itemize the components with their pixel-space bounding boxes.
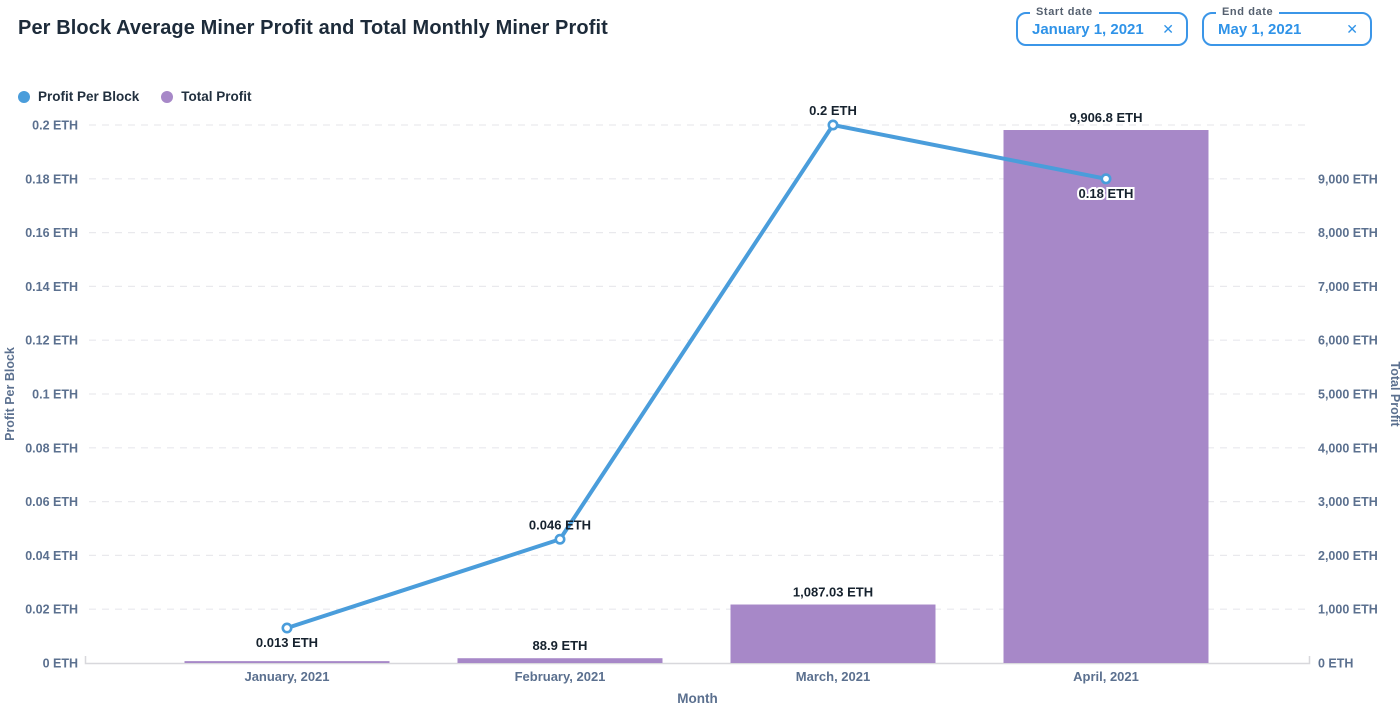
bar-value-label: 88.9 ETH xyxy=(533,638,588,653)
left-axis-tick: 0.06 ETH xyxy=(25,495,78,509)
end-date-value[interactable]: May 1, 2021 xyxy=(1218,20,1302,38)
left-axis-title: Profit Per Block xyxy=(3,347,17,441)
bar-series-dot-icon xyxy=(161,90,174,103)
left-axis-tick: 0.2 ETH xyxy=(32,119,78,133)
line-point-marker[interactable] xyxy=(827,119,839,131)
left-axis-tick: 0.08 ETH xyxy=(25,441,78,455)
right-axis-title: Total Profit xyxy=(1388,361,1400,427)
line-point-label: 0.18 ETH xyxy=(1079,186,1134,201)
left-axis-tick: 0.02 ETH xyxy=(25,603,78,617)
start-date-input[interactable]: Start date January 1, 2021 ✕ xyxy=(1016,6,1188,46)
line-point-marker[interactable] xyxy=(554,533,566,545)
right-axis-tick: 6,000 ETH xyxy=(1318,334,1378,348)
line-point-label: 0.046 ETH xyxy=(529,517,591,532)
right-axis-tick: 5,000 ETH xyxy=(1318,388,1378,402)
line-point-marker[interactable] xyxy=(1100,173,1112,185)
profit-per-block-line xyxy=(285,123,1108,631)
x-axis-title: Month xyxy=(677,691,717,706)
start-date-value[interactable]: January 1, 2021 xyxy=(1032,20,1144,38)
x-axis-category-label: April, 2021 xyxy=(1073,669,1139,684)
end-date-label: End date xyxy=(1216,6,1280,19)
right-axis-tick: 8,000 ETH xyxy=(1318,226,1378,240)
right-axis-tick: 0 ETH xyxy=(1318,657,1353,671)
right-axis-tick: 4,000 ETH xyxy=(1318,441,1378,455)
x-axis-category-label: January, 2021 xyxy=(244,669,329,684)
left-axis-tick: 0 ETH xyxy=(43,657,78,671)
right-axis-tick: 7,000 ETH xyxy=(1318,280,1378,294)
right-axis-tick: 1,000 ETH xyxy=(1318,603,1378,617)
total-profit-bar[interactable] xyxy=(730,604,936,663)
x-axis-line xyxy=(84,656,1311,665)
legend-label: Profit Per Block xyxy=(38,89,140,104)
x-axis-category-label: February, 2021 xyxy=(515,669,606,684)
left-axis-tick: 0.1 ETH xyxy=(32,388,78,402)
end-date-input[interactable]: End date May 1, 2021 ✕ xyxy=(1202,6,1372,46)
x-axis-category-label: March, 2021 xyxy=(796,669,870,684)
left-axis-tick: 0.04 ETH xyxy=(25,549,78,563)
legend-label: Total Profit xyxy=(181,89,252,104)
bar-value-label: 9,906.8 ETH xyxy=(1070,110,1143,125)
start-date-label: Start date xyxy=(1030,6,1099,19)
bar-value-label: 1,087.03 ETH xyxy=(793,585,873,600)
total-profit-bar[interactable] xyxy=(1003,130,1209,663)
line-point-label: 0.013 ETH xyxy=(256,635,318,650)
line-point-label: 0.2 ETH xyxy=(809,103,857,118)
left-axis-tick: 0.18 ETH xyxy=(25,172,78,186)
left-axis-tick: 0.14 ETH xyxy=(25,280,78,294)
start-date-clear-icon[interactable]: ✕ xyxy=(1162,21,1174,37)
end-date-clear-icon[interactable]: ✕ xyxy=(1346,21,1358,37)
page-title: Per Block Average Miner Profit and Total… xyxy=(18,17,608,39)
total-profit-bar[interactable] xyxy=(457,658,663,663)
chart-legend: Profit Per Block Total Profit xyxy=(18,89,252,104)
right-axis-tick: 2,000 ETH xyxy=(1318,549,1378,563)
left-axis-tick: 0.16 ETH xyxy=(25,226,78,240)
right-axis-tick: 3,000 ETH xyxy=(1318,495,1378,509)
right-axis-tick: 9,000 ETH xyxy=(1318,172,1378,186)
line-series-dot-icon xyxy=(18,90,30,103)
left-axis-tick: 0.12 ETH xyxy=(25,334,78,348)
legend-item-profit-per-block[interactable]: Profit Per Block xyxy=(18,89,139,104)
legend-item-total-profit[interactable]: Total Profit xyxy=(161,89,252,104)
total-profit-bar[interactable] xyxy=(184,661,390,663)
line-point-marker[interactable] xyxy=(281,622,293,634)
